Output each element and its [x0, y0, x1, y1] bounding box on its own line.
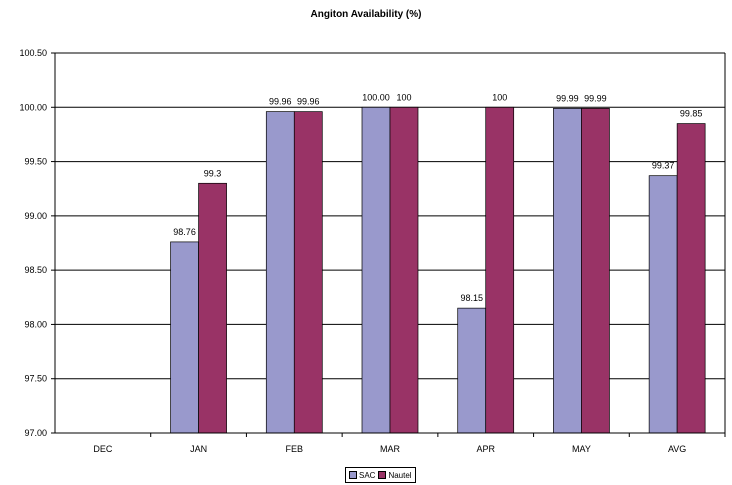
y-tick-label: 99.00: [24, 211, 47, 221]
legend-label-sac: SAC: [359, 470, 376, 480]
bar-nautel: [485, 106, 515, 434]
data-label-nautel: 99.96: [297, 97, 320, 107]
legend: SAC Nautel: [345, 467, 416, 483]
x-tick-label: JAN: [190, 444, 207, 454]
axes: 97.00 97.50 98.00 98.50 99.00 99.50 100.00 100.…: [19, 48, 726, 454]
data-label-nautel: 99.99: [584, 93, 607, 103]
bar-sac: [553, 108, 582, 434]
data-label-nautel: 100: [396, 92, 411, 102]
bar-sac: [361, 106, 391, 434]
bar-sac: [265, 111, 295, 434]
y-tick-label: 98.00: [24, 319, 47, 329]
y-tick-label: 97.00: [24, 428, 47, 438]
bar-nautel: [293, 111, 323, 434]
x-tick-label: FEB: [286, 444, 304, 454]
bar-sac: [170, 241, 199, 434]
bar-nautel: [581, 108, 610, 434]
legend-item-nautel: Nautel: [378, 470, 412, 480]
y-tick-label: 100.50: [19, 48, 47, 58]
data-labels: 98.76 99.96 100.00 98.15 99.99 99.37 99.3 99.96…: [173, 92, 702, 303]
x-tick-label: DEC: [93, 444, 113, 454]
data-label-sac: 99.37: [652, 161, 675, 171]
data-label-nautel: 99.85: [680, 109, 703, 119]
data-label-sac: 99.96: [269, 97, 292, 107]
y-tick-label: 99.50: [24, 157, 47, 167]
y-tick-label: 98.50: [24, 265, 47, 275]
bars: [170, 106, 706, 434]
legend-label-nautel: Nautel: [388, 470, 412, 480]
x-tick-label: APR: [476, 444, 495, 454]
bar-sac: [648, 175, 678, 434]
chart-title: Angiton Availability (%): [310, 9, 422, 20]
x-tick-label: MAY: [572, 444, 591, 454]
bar-nautel: [198, 182, 227, 434]
data-label-sac: 100.00: [362, 92, 390, 102]
legend-swatch-sac: [349, 471, 357, 479]
data-label-nautel: 99.3: [204, 168, 222, 178]
x-tick-label: AVG: [668, 444, 686, 454]
data-label-nautel: 100: [492, 92, 507, 102]
legend-swatch-nautel: [378, 471, 387, 479]
bar-sac: [457, 307, 487, 434]
y-tick-label: 97.50: [24, 374, 47, 384]
legend-item-sac: SAC: [349, 471, 375, 480]
data-label-sac: 99.99: [556, 93, 579, 103]
bar-nautel: [676, 123, 706, 434]
data-label-sac: 98.15: [460, 293, 483, 303]
gridlines: [55, 52, 725, 380]
data-label-sac: 98.76: [173, 227, 196, 237]
x-tick-label: MAR: [380, 444, 401, 454]
bar-nautel: [389, 106, 419, 434]
y-tick-label: 100.00: [19, 102, 47, 112]
